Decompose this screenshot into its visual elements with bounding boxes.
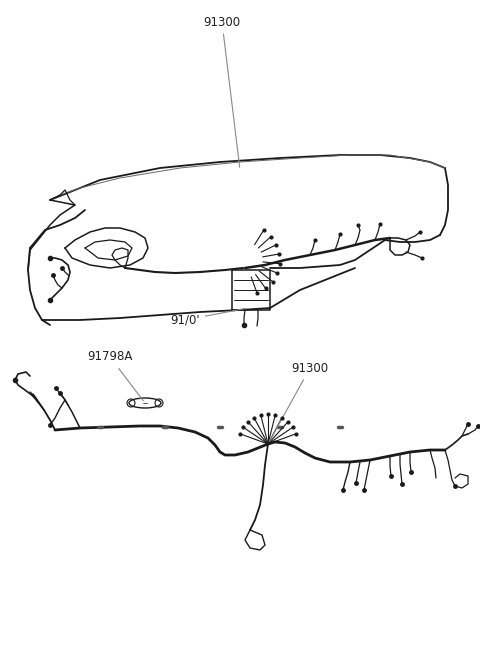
Text: 91300: 91300 xyxy=(269,361,329,442)
Text: 91798A: 91798A xyxy=(87,350,144,401)
Text: 91300: 91300 xyxy=(204,16,240,168)
Text: 91/0': 91/0' xyxy=(170,309,245,327)
